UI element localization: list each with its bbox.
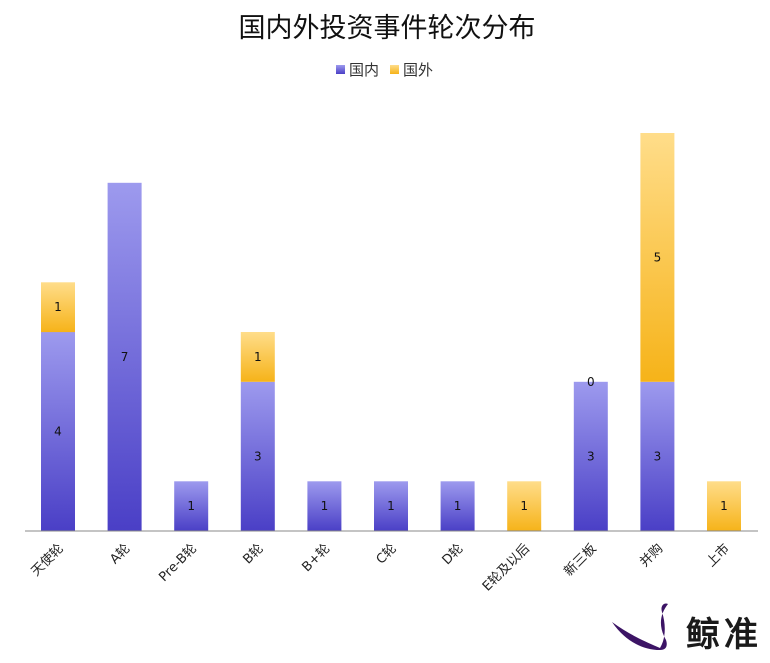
chart-title: 国内外投资事件轮次分布 [239, 13, 536, 44]
data-label-domestic: 4 [54, 425, 62, 439]
x-tick-label: 新三板 [561, 541, 600, 580]
x-tick-label: B轮 [241, 541, 267, 567]
legend-swatch-domestic [336, 65, 345, 74]
data-label-foreign: 1 [54, 300, 62, 314]
data-label-foreign: 1 [720, 499, 728, 513]
whale-tail-icon [612, 603, 668, 650]
x-tick-label: 并购 [637, 541, 667, 571]
data-label-foreign: 5 [654, 250, 662, 264]
x-tick-labels: 天使轮 A轮 Pre-B轮 B轮 B+轮 C轮 D轮 E轮及以后 新三板 并购 上市 [28, 541, 733, 595]
bars-layer [41, 133, 741, 532]
watermark: 鲸准 [612, 603, 762, 655]
x-tick-label: D轮 [440, 541, 467, 568]
bar-domestic [374, 481, 408, 532]
data-label-foreign: 0 [587, 375, 595, 389]
bar-domestic [440, 481, 475, 532]
legend: 国内 国外 [336, 61, 433, 79]
legend-label-foreign: 国外 [403, 61, 433, 79]
x-tick-label: 天使轮 [28, 541, 67, 580]
data-label-domestic: 1 [387, 499, 395, 513]
data-label-foreign: 1 [254, 350, 262, 364]
data-label-domestic: 3 [587, 449, 595, 463]
bar-domestic [240, 381, 275, 532]
bar-foreign [240, 332, 275, 382]
bar-foreign [640, 133, 675, 382]
bar-domestic [573, 381, 608, 532]
bar-domestic [307, 481, 342, 532]
data-label-domestic: 1 [321, 499, 329, 513]
legend-swatch-foreign [390, 65, 399, 74]
bar-foreign [507, 481, 542, 532]
x-tick-label: A轮 [107, 541, 133, 567]
bar-foreign [707, 481, 741, 532]
bar-domestic [174, 481, 209, 532]
bar-domestic [107, 182, 142, 532]
x-tick-label: E轮及以后 [480, 541, 533, 594]
data-label-foreign: 1 [520, 499, 528, 513]
bar-foreign [41, 282, 75, 333]
data-label-domestic: 7 [121, 350, 129, 364]
x-tick-label: B+轮 [299, 541, 333, 575]
x-tick-label: Pre-B轮 [156, 541, 200, 585]
x-tick-label: C轮 [374, 541, 400, 567]
data-label-domestic: 1 [454, 499, 462, 513]
data-label-domestic: 3 [254, 449, 262, 463]
data-label-domestic: 1 [187, 499, 195, 513]
legend-label-domestic: 国内 [349, 61, 379, 79]
x-tick-label: 上市 [703, 541, 733, 571]
data-label-domestic: 3 [654, 449, 662, 463]
bar-domestic [640, 381, 675, 532]
bar-domestic [41, 332, 75, 531]
watermark-text: 鲸准 [686, 615, 762, 655]
